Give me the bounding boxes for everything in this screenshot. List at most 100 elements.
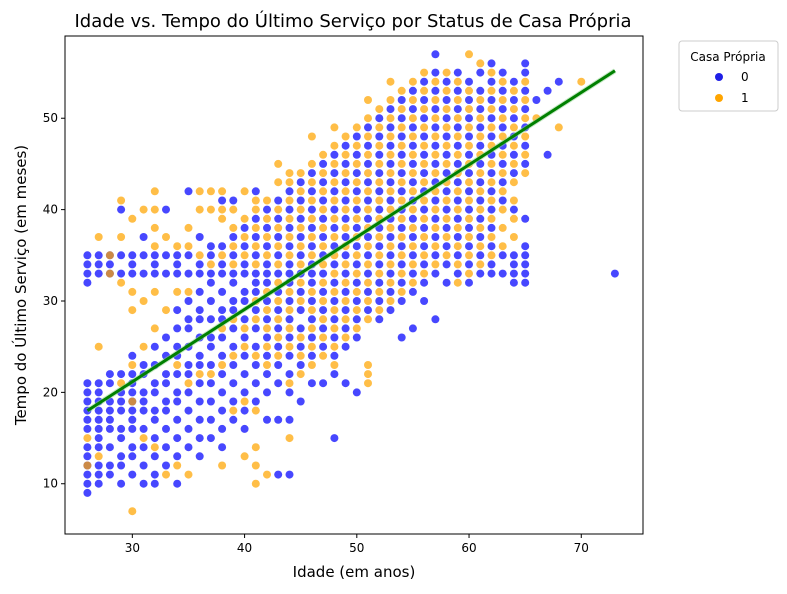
x-tick-label: 30 xyxy=(125,541,140,555)
point-series-1 xyxy=(173,287,182,296)
point-series-0 xyxy=(229,233,238,241)
point-series-0 xyxy=(476,159,485,168)
point-series-0 xyxy=(330,297,339,305)
point-series-0 xyxy=(397,297,406,305)
point-series-0 xyxy=(319,342,328,351)
point-series-0 xyxy=(431,68,440,77)
point-series-1 xyxy=(465,105,473,114)
point-series-0 xyxy=(498,68,507,77)
point-series-0 xyxy=(352,169,361,178)
point-series-1 xyxy=(150,287,159,296)
point-series-0 xyxy=(150,260,159,269)
point-series-1 xyxy=(352,141,361,150)
point-series-1 xyxy=(408,242,417,251)
point-series-1 xyxy=(263,361,271,369)
point-series-0 xyxy=(229,251,238,260)
point-series-0 xyxy=(364,123,372,132)
point-series-0 xyxy=(442,278,451,287)
point-series-0 xyxy=(397,242,406,251)
point-series-1 xyxy=(431,114,440,123)
point-series-1 xyxy=(150,242,159,251)
point-series-0 xyxy=(498,86,507,95)
point-series-0 xyxy=(139,361,148,369)
point-series-0 xyxy=(83,251,92,260)
point-series-0 xyxy=(274,379,283,388)
point-series-0 xyxy=(431,159,440,168)
point-series-0 xyxy=(251,214,260,223)
point-series-1 xyxy=(476,96,485,104)
point-series-0 xyxy=(498,251,507,260)
y-ticks: 10 20 30 40 50 xyxy=(43,111,65,491)
point-series-1 xyxy=(408,169,417,178)
point-series-0 xyxy=(218,388,227,397)
point-series-1 xyxy=(117,196,126,205)
point-series-1 xyxy=(240,342,249,351)
point-series-1 xyxy=(408,278,417,287)
point-series-1 xyxy=(105,251,114,260)
point-series-0 xyxy=(509,96,518,104)
point-series-1 xyxy=(420,178,429,187)
point-series-1 xyxy=(319,278,328,287)
point-series-1 xyxy=(274,178,283,187)
point-series-0 xyxy=(408,233,417,241)
point-series-0 xyxy=(442,205,451,214)
point-series-1 xyxy=(251,205,260,214)
x-tick-label: 50 xyxy=(349,541,364,555)
point-series-0 xyxy=(465,77,473,86)
point-series-0 xyxy=(94,251,103,260)
point-series-0 xyxy=(509,169,518,178)
point-series-0 xyxy=(364,269,372,278)
point-series-1 xyxy=(408,150,417,159)
point-series-1 xyxy=(431,223,440,232)
point-series-0 xyxy=(509,269,518,278)
point-series-0 xyxy=(195,269,204,278)
point-series-1 xyxy=(296,370,305,379)
point-series-0 xyxy=(352,278,361,287)
point-series-0 xyxy=(476,269,485,278)
point-series-1 xyxy=(476,114,485,123)
point-series-0 xyxy=(128,443,137,452)
point-series-1 xyxy=(431,169,440,178)
point-series-0 xyxy=(218,242,227,251)
point-series-1 xyxy=(251,461,260,470)
point-series-0 xyxy=(83,470,92,479)
point-series-1 xyxy=(420,269,429,278)
point-series-0 xyxy=(274,233,283,241)
point-series-1 xyxy=(465,123,473,132)
point-series-0 xyxy=(487,260,496,269)
point-series-1 xyxy=(408,187,417,196)
point-series-0 xyxy=(330,315,339,324)
point-series-0 xyxy=(375,132,384,141)
point-series-0 xyxy=(83,443,92,452)
point-series-1 xyxy=(274,333,283,342)
point-series-1 xyxy=(431,150,440,159)
point-series-0 xyxy=(375,297,384,305)
point-series-0 xyxy=(195,379,204,388)
point-series-1 xyxy=(341,260,350,269)
x-ticks: 30 40 50 60 70 xyxy=(125,534,589,555)
point-series-1 xyxy=(397,233,406,241)
point-series-1 xyxy=(386,260,395,269)
point-series-1 xyxy=(184,242,193,251)
point-series-1 xyxy=(397,86,406,95)
point-series-0 xyxy=(476,68,485,77)
point-series-1 xyxy=(375,178,384,187)
point-series-0 xyxy=(431,105,440,114)
point-series-1 xyxy=(94,233,103,241)
point-series-0 xyxy=(128,251,137,260)
point-series-0 xyxy=(218,269,227,278)
point-series-1 xyxy=(386,223,395,232)
point-series-1 xyxy=(498,77,507,86)
point-series-0 xyxy=(521,242,530,251)
point-series-0 xyxy=(206,278,215,287)
point-series-1 xyxy=(251,351,260,360)
point-series-1 xyxy=(364,96,372,104)
point-series-0 xyxy=(330,223,339,232)
point-series-0 xyxy=(274,415,283,424)
point-series-0 xyxy=(386,251,395,260)
point-series-0 xyxy=(386,123,395,132)
point-series-0 xyxy=(206,434,215,443)
point-series-1 xyxy=(319,333,328,342)
point-series-0 xyxy=(397,114,406,123)
point-series-1 xyxy=(408,260,417,269)
